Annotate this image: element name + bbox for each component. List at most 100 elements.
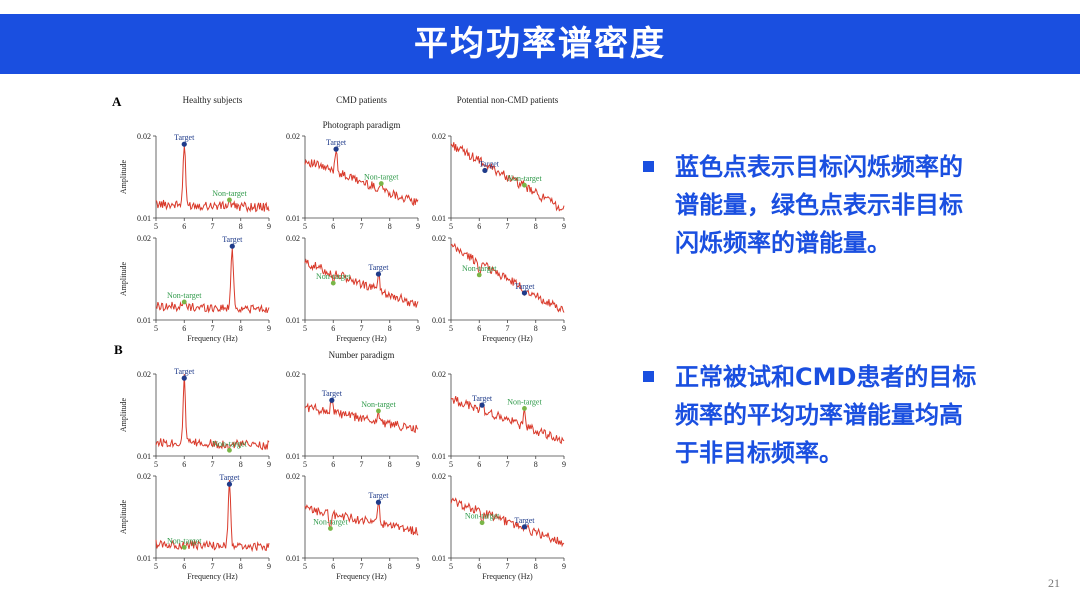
subplot-b-1-2-nontarget-point — [181, 544, 187, 550]
subplot-a-3-1-nontarget-label: Non-target — [507, 174, 542, 183]
subplot-b-2-1-nontarget-label: Non-target — [361, 400, 396, 409]
subplot-b-1-2-x-tick-label: 9 — [267, 562, 271, 571]
subplot-b-1-2-x-axis-label: Frequency (Hz) — [187, 572, 238, 581]
subplot-b-1-2-x-tick-label: 7 — [211, 562, 215, 571]
column-title-healthy: Healthy subjects — [183, 95, 243, 105]
subplot-a-3-1-x-tick-label: 9 — [562, 222, 566, 231]
subplot-b-3-1-nontarget-label: Non-target — [507, 397, 542, 406]
subplot-b-1-1-spectrum-line — [155, 373, 270, 452]
subplot-b-1-1-y-tick-label: 0.01 — [137, 452, 151, 461]
subplot-a-3-1-target-label: Target — [479, 159, 500, 168]
subplot-b-3-2-y-tick-label: 0.01 — [432, 554, 446, 563]
subplot-b-2-1-target-point — [329, 397, 335, 403]
subplot-b-2-1-nontarget-point — [376, 408, 381, 414]
subplot-a-1-2-x-tick-label: 6 — [182, 324, 186, 333]
subplot-b-3-2-x-axis-label: Frequency (Hz) — [482, 572, 533, 581]
subplot-b-1-1-y-tick-label: 0.02 — [137, 370, 151, 379]
subplot-a-2-1-target-label: Target — [326, 138, 347, 147]
subplot-b-3-2-spectrum-line — [450, 497, 565, 548]
subplot-b-3-2-x-tick-label: 8 — [534, 562, 538, 571]
subplot-b-2-2-x-tick-label: 6 — [331, 562, 335, 571]
panel-label-a: A — [112, 94, 122, 109]
subplot-b-2-2-target-point — [375, 499, 382, 505]
subplot-a-2-1-nontarget-label: Non-target — [364, 173, 399, 182]
subplot-b-3-2-x-tick-label: 9 — [562, 562, 566, 571]
subplot-a-3-2-x-tick-label: 9 — [562, 324, 566, 333]
subplot-a-1-2-nontarget-label: Non-target — [167, 291, 202, 300]
subplot-b-3-1-x-tick-label: 8 — [534, 460, 538, 469]
subplot-b-2-1-x-tick-label: 9 — [416, 460, 420, 469]
subplot-a-1-2-x-tick-label: 8 — [239, 324, 243, 333]
paradigm-title-number: Number paradigm — [329, 350, 395, 360]
subplot-b-2-2-x-axis-label: Frequency (Hz) — [336, 572, 387, 581]
subplot-a-2-1-x-tick-label: 7 — [360, 222, 364, 231]
subplot-a-3-1-x-tick-label: 6 — [477, 222, 481, 231]
subplot-b-3-2-x-tick-label: 7 — [506, 562, 510, 571]
subplot-b-1-2-x-tick-label: 8 — [239, 562, 243, 571]
subplot-a-3-1-x-tick-label: 8 — [534, 222, 538, 231]
subplot-a-2-2-y-tick-label: 0.02 — [286, 234, 300, 243]
subplot-a-2-1-x-tick-label: 9 — [416, 222, 420, 231]
subplot-b-2-1-spectrum-line — [304, 399, 419, 434]
subplot-a-1-2-x-axis-label: Frequency (Hz) — [187, 334, 238, 343]
subplot-a-2-1-x-tick-label: 6 — [331, 222, 335, 231]
subplot-b-3-1-nontarget-point — [522, 406, 527, 411]
subplot-a-3-2-target-label: Target — [514, 282, 535, 291]
subplot-a-2-1-x-tick-label: 8 — [388, 222, 392, 231]
subplot-a-2-2-x-axis-label: Frequency (Hz) — [336, 334, 387, 343]
subplot-a-3-2-nontarget-label: Non-target — [462, 264, 497, 273]
subplot-a-2-2-x-tick-label: 7 — [360, 324, 364, 333]
subplot-b-1-1-x-tick-label: 6 — [182, 460, 186, 469]
subplot-a-1-1-target-label: Target — [174, 133, 195, 142]
subplot-a-3-2-target-point — [521, 290, 528, 296]
paradigm-title-photograph: Photograph paradigm — [323, 120, 401, 130]
subplot-b-2-1-target-label: Target — [322, 389, 343, 398]
subplot-b-3-2-target-point — [521, 524, 528, 530]
subplot-a-3-1-target-point — [482, 167, 488, 174]
subplot-b-1-2-nontarget-label: Non-target — [167, 536, 202, 545]
subplot-a-2-2-x-tick-label: 5 — [303, 324, 307, 333]
subplot-a-2-1-y-tick-label: 0.01 — [286, 214, 300, 223]
subplot-b-1-1-x-tick-label: 5 — [154, 460, 158, 469]
subplot-b-3-2-y-tick-label: 0.02 — [432, 472, 446, 481]
subplot-b-1-1-target-label: Target — [174, 367, 195, 376]
column-title-cmd: CMD patients — [336, 95, 387, 105]
subplot-a-2-1-y-tick-label: 0.02 — [286, 132, 300, 141]
subplot-b-2-2-target-label: Target — [368, 491, 389, 500]
subplot-a-1-1-y-axis-label: Amplitude — [119, 159, 128, 194]
subplot-a-3-1-x-tick-label: 5 — [449, 222, 453, 231]
subplot-a-1-2-x-tick-label: 9 — [267, 324, 271, 333]
subplot-a-3-2-x-tick-label: 6 — [477, 324, 481, 333]
subplot-a-1-1-x-tick-label: 6 — [182, 222, 186, 231]
subplot-b-2-1-x-tick-label: 6 — [331, 460, 335, 469]
subplot-b-2-2-nontarget-label: Non-target — [313, 517, 348, 526]
subplot-a-3-2-x-tick-label: 5 — [449, 324, 453, 333]
subplot-a-1-1-target-point — [181, 141, 187, 147]
subplot-b-3-1-target-label: Target — [472, 394, 493, 403]
subplot-b-3-2-x-tick-label: 6 — [477, 562, 481, 571]
subplot-b-1-1-nontarget-point — [227, 447, 232, 453]
subplot-b-3-1-x-tick-label: 5 — [449, 460, 453, 469]
subplot-a-3-2-y-tick-label: 0.01 — [432, 316, 446, 325]
panel-label-b: B — [114, 342, 123, 357]
subplot-a-3-2-y-tick-label: 0.02 — [432, 234, 446, 243]
subplot-b-1-2-y-tick-label: 0.01 — [137, 554, 151, 563]
subplot-a-2-2-target-label: Target — [368, 263, 389, 272]
subplot-b-3-1-x-tick-label: 6 — [477, 460, 481, 469]
subplot-b-1-2-y-tick-label: 0.02 — [137, 472, 151, 481]
subplot-b-1-1-target-point — [181, 375, 187, 381]
subplot-b-1-2-y-axis-label: Amplitude — [119, 499, 128, 534]
subplot-b-1-1-y-axis-label: Amplitude — [119, 397, 128, 432]
subplot-b-2-1-y-tick-label: 0.01 — [286, 452, 300, 461]
subplot-a-1-2-x-tick-label: 7 — [211, 324, 215, 333]
subplot-b-2-2-spectrum-line — [304, 501, 419, 536]
subplot-a-2-1-target-point — [333, 146, 339, 152]
subplot-b-2-2-x-tick-label: 8 — [388, 562, 392, 571]
subplot-b-1-2-target-point — [226, 481, 233, 487]
subplot-a-1-1-nontarget-label: Non-target — [212, 189, 247, 198]
subplot-a-3-1-y-tick-label: 0.01 — [432, 214, 446, 223]
subplot-a-2-2-x-tick-label: 9 — [416, 324, 420, 333]
subplot-a-1-1-x-tick-label: 8 — [239, 222, 243, 231]
subplot-b-2-2-y-tick-label: 0.02 — [286, 472, 300, 481]
subplot-b-1-2-spectrum-line — [155, 479, 270, 553]
